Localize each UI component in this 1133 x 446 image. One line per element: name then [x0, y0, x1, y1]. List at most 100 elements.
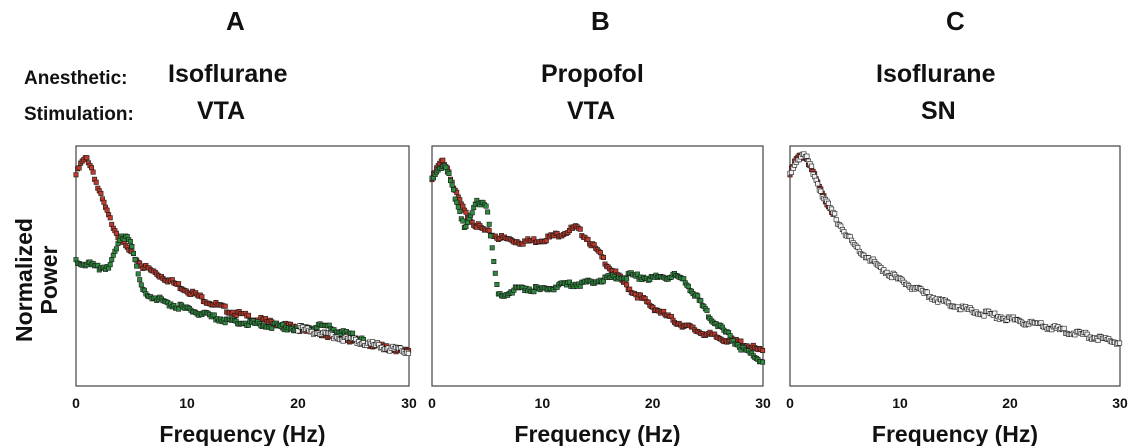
panel-b-series-green — [429, 163, 766, 365]
panel-a-plot-frame — [75, 145, 410, 387]
panel-b-series-green-point — [486, 221, 492, 227]
panel-c-series-white-point — [981, 313, 987, 319]
panel-a-series-green-point — [134, 263, 140, 269]
panel-a-series-red-point — [199, 294, 205, 300]
panel-b-series-green-point — [634, 271, 640, 277]
panel-b-series-green-point — [488, 233, 494, 239]
panel-a-series-red-point — [107, 215, 113, 221]
panel-b-series-green-point — [449, 182, 455, 188]
panel-b-x-tick-label: 30 — [755, 395, 771, 411]
panel-c-x-tick-label: 30 — [1112, 395, 1128, 411]
panel-b-series-green-point — [760, 359, 766, 365]
panel-b-anesthetic: Propofol — [541, 60, 644, 88]
panel-c-series-white-point — [1061, 325, 1067, 331]
panel-b-x-tick-label: 10 — [535, 395, 551, 411]
panel-a-plot: 0 10 20 30 Frequency (Hz) — [72, 145, 417, 446]
panel-c-series-white — [787, 151, 1123, 347]
panel-b-series-red-point — [454, 189, 460, 195]
panel-c-x-tick-label: 20 — [1002, 395, 1018, 411]
panel-a-series-red-point — [246, 312, 252, 318]
panel-a-x-axis-label: Frequency (Hz) — [159, 421, 325, 446]
panel-a-series-red-point — [222, 303, 228, 309]
panel-b-series-red-point — [624, 282, 630, 288]
stimulation-row-label: Stimulation: — [24, 104, 134, 125]
panel-a-x-tick-label: 20 — [290, 395, 306, 411]
panel-a-series-green-point — [113, 246, 119, 252]
panel-a-series-green-point — [129, 244, 135, 250]
panel-a-series-red-point — [90, 169, 96, 175]
panel-c-series-white-point — [833, 217, 839, 223]
panel-a-series-red-point — [104, 207, 110, 213]
panel-b-series-red-point — [486, 228, 492, 234]
anesthetic-row-label: Anesthetic: — [24, 68, 128, 89]
panel-a-series-green-point — [135, 271, 141, 277]
panel-a-series-green-point — [132, 257, 138, 263]
panel-b-series-green-point — [685, 283, 691, 289]
panel-a-series-red-point — [176, 281, 182, 287]
panel-b-series-green-point — [704, 307, 710, 313]
panel-b-series-green-point — [624, 276, 630, 282]
panel-a-series-green-point — [107, 262, 113, 268]
panel-b-series-red-point — [463, 209, 469, 215]
panel-c-plot: 0 10 20 30 Frequency (Hz) — [786, 145, 1128, 446]
panel-b-series-red-point — [738, 338, 744, 344]
panel-a-series-white-point — [295, 328, 301, 334]
panel-a-series-green-point — [127, 239, 133, 245]
panel-b-series-green-point — [443, 164, 449, 170]
panel-b-series-green-point — [451, 187, 457, 193]
panel-a-series-green-point — [269, 325, 275, 331]
panel-c-series-white-point — [992, 310, 998, 316]
panel-b-x-axis-label: Frequency (Hz) — [514, 421, 680, 446]
panel-a-x-tick-label: 10 — [179, 395, 195, 411]
panel-letter-a: A — [226, 6, 245, 36]
panel-letter-b: B — [591, 6, 610, 36]
panel-b-series-green-point — [457, 209, 463, 215]
panel-b-stimulation: VTA — [567, 97, 616, 125]
panel-b-series-green-point — [727, 333, 733, 339]
panel-c-series-white-point — [804, 153, 810, 159]
panel-a-series-red-point — [84, 155, 90, 161]
panel-c-series-white-point — [832, 211, 838, 217]
panel-a-series-green-point — [350, 330, 356, 336]
panel-a-series-red-point — [101, 199, 107, 205]
panel-b-series-green-point — [454, 199, 460, 205]
panel-b-series-green-point — [681, 276, 687, 282]
panel-c-x-tick-label: 10 — [892, 395, 908, 411]
panel-c-series-white-point — [818, 188, 824, 194]
panel-c-series-white-point — [1117, 340, 1123, 346]
panel-b-series-green-point — [460, 218, 466, 224]
panel-a-series-green-point — [137, 277, 143, 283]
panel-a-series-white — [295, 323, 411, 356]
panel-a-anesthetic: Isoflurane — [168, 60, 288, 88]
panel-a-series-red-point — [89, 165, 95, 171]
panel-a-series-white-point — [405, 350, 411, 356]
panel-b-x-tick-label: 20 — [645, 395, 661, 411]
panel-b-series-red-point — [600, 255, 606, 261]
panel-b-series-green-point — [489, 245, 495, 251]
panel-b-series-red-point — [585, 236, 591, 242]
panel-b-series-green-point — [463, 224, 469, 230]
panel-b-series-green-point — [455, 204, 461, 210]
panel-a-series-red-point — [113, 230, 119, 236]
panel-c-plot-frame — [789, 145, 1121, 387]
panel-c-stimulation: SN — [921, 97, 956, 125]
panel-b-series-green-point — [531, 289, 537, 295]
panel-b-series-green-point — [469, 210, 475, 216]
panel-c-series-white-point — [815, 181, 821, 187]
panel-c-series-white-point — [924, 289, 930, 295]
panel-a-x-tick-label: 0 — [72, 395, 80, 411]
panel-a-series-green-point — [138, 282, 144, 288]
panel-b-series-green-point — [494, 281, 500, 287]
panel-b-series-red-point — [577, 226, 583, 232]
panel-c-x-axis-label: Frequency (Hz) — [872, 421, 1038, 446]
panel-a-series-green — [73, 233, 366, 343]
panel-a-stimulation: VTA — [197, 97, 246, 125]
panel-a-series-red-point — [98, 190, 104, 196]
panel-c-series-white-point — [809, 163, 815, 169]
panel-a-series-red-point — [73, 172, 79, 178]
panel-b-series-red-point — [597, 250, 603, 256]
panel-b-series-green-point — [483, 203, 489, 209]
panel-a-x-tick-label: 30 — [401, 395, 417, 411]
panel-b-series-red-point — [760, 347, 766, 353]
